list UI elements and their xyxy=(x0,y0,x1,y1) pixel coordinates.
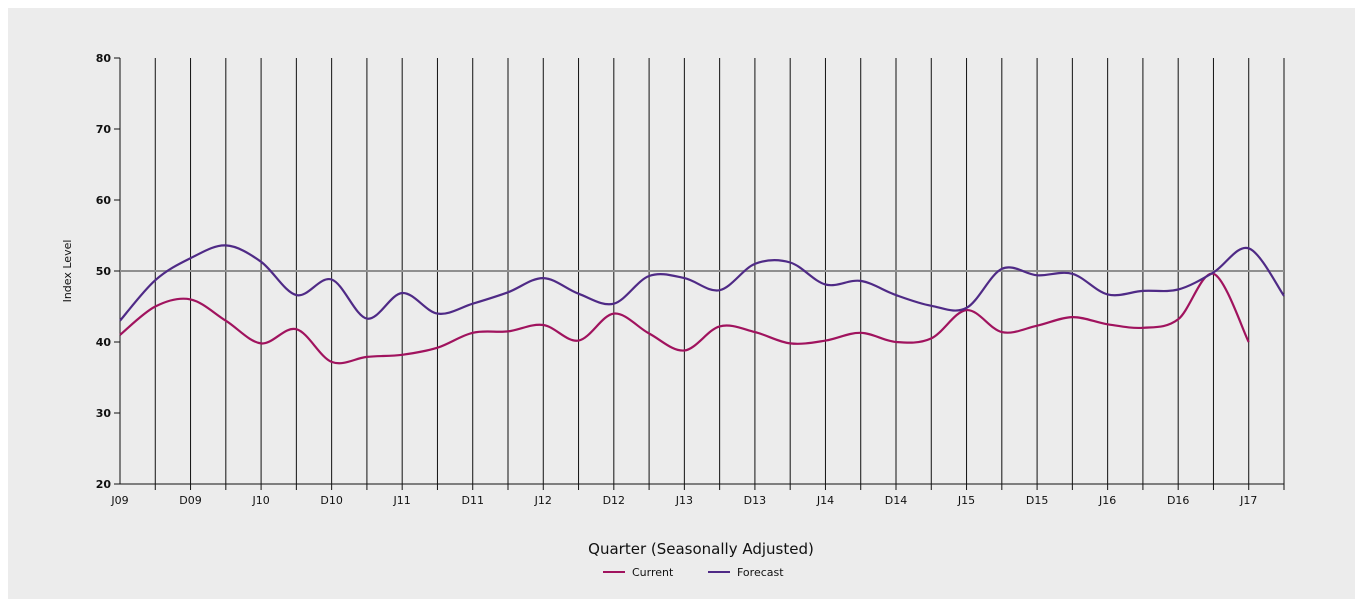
y-axis-label: Index Level xyxy=(61,240,74,303)
legend-label-current: Current xyxy=(632,566,674,579)
y-tick-label: 60 xyxy=(96,194,112,207)
y-tick-label: 20 xyxy=(96,478,112,491)
series-line-current xyxy=(119,272,1250,365)
x-tick-label: J10 xyxy=(251,494,269,507)
x-tick-label: D13 xyxy=(744,494,766,507)
x-tick-label: J13 xyxy=(675,494,693,507)
x-tick-label: D15 xyxy=(1026,494,1048,507)
x-tick-label: D16 xyxy=(1167,494,1189,507)
x-tick-label: J14 xyxy=(816,494,834,507)
x-tick-label: D14 xyxy=(885,494,907,507)
vertical-gridlines xyxy=(154,58,1285,490)
series-lines xyxy=(119,244,1285,365)
legend-label-forecast: Forecast xyxy=(737,566,784,579)
x-axis-label: Quarter (Seasonally Adjusted) xyxy=(588,540,814,558)
y-tick-label: 70 xyxy=(96,123,112,136)
x-tick-label: D09 xyxy=(179,494,201,507)
y-tick-label: 50 xyxy=(96,265,112,278)
y-tick-label: 30 xyxy=(96,407,112,420)
y-tick-label: 40 xyxy=(96,336,112,349)
x-tick-label: D12 xyxy=(603,494,625,507)
x-tick-label: J11 xyxy=(393,494,411,507)
y-tick-label: 80 xyxy=(96,52,112,65)
y-tick-labels: 20 30 40 50 60 70 80 xyxy=(96,52,112,491)
series-line-forecast xyxy=(119,244,1285,322)
x-tick-label: J09 xyxy=(110,494,128,507)
x-tick-label: J15 xyxy=(957,494,975,507)
x-tick-label: D10 xyxy=(320,494,342,507)
x-tick-labels: J09 D09 J10 D10 J11 D11 J12 D12 J13 D13 J14 D14 J15 D… xyxy=(110,494,1257,507)
chart-panel: 20 30 40 50 60 70 80 J09 D09 J10 D10 J11 D11 J12 D12 J… xyxy=(8,8,1355,599)
legend: Current Forecast xyxy=(603,566,784,579)
x-tick-label: J12 xyxy=(534,494,552,507)
x-tick-label: J17 xyxy=(1239,494,1257,507)
x-tick-label: D11 xyxy=(461,494,483,507)
x-tick-label: J16 xyxy=(1098,494,1116,507)
